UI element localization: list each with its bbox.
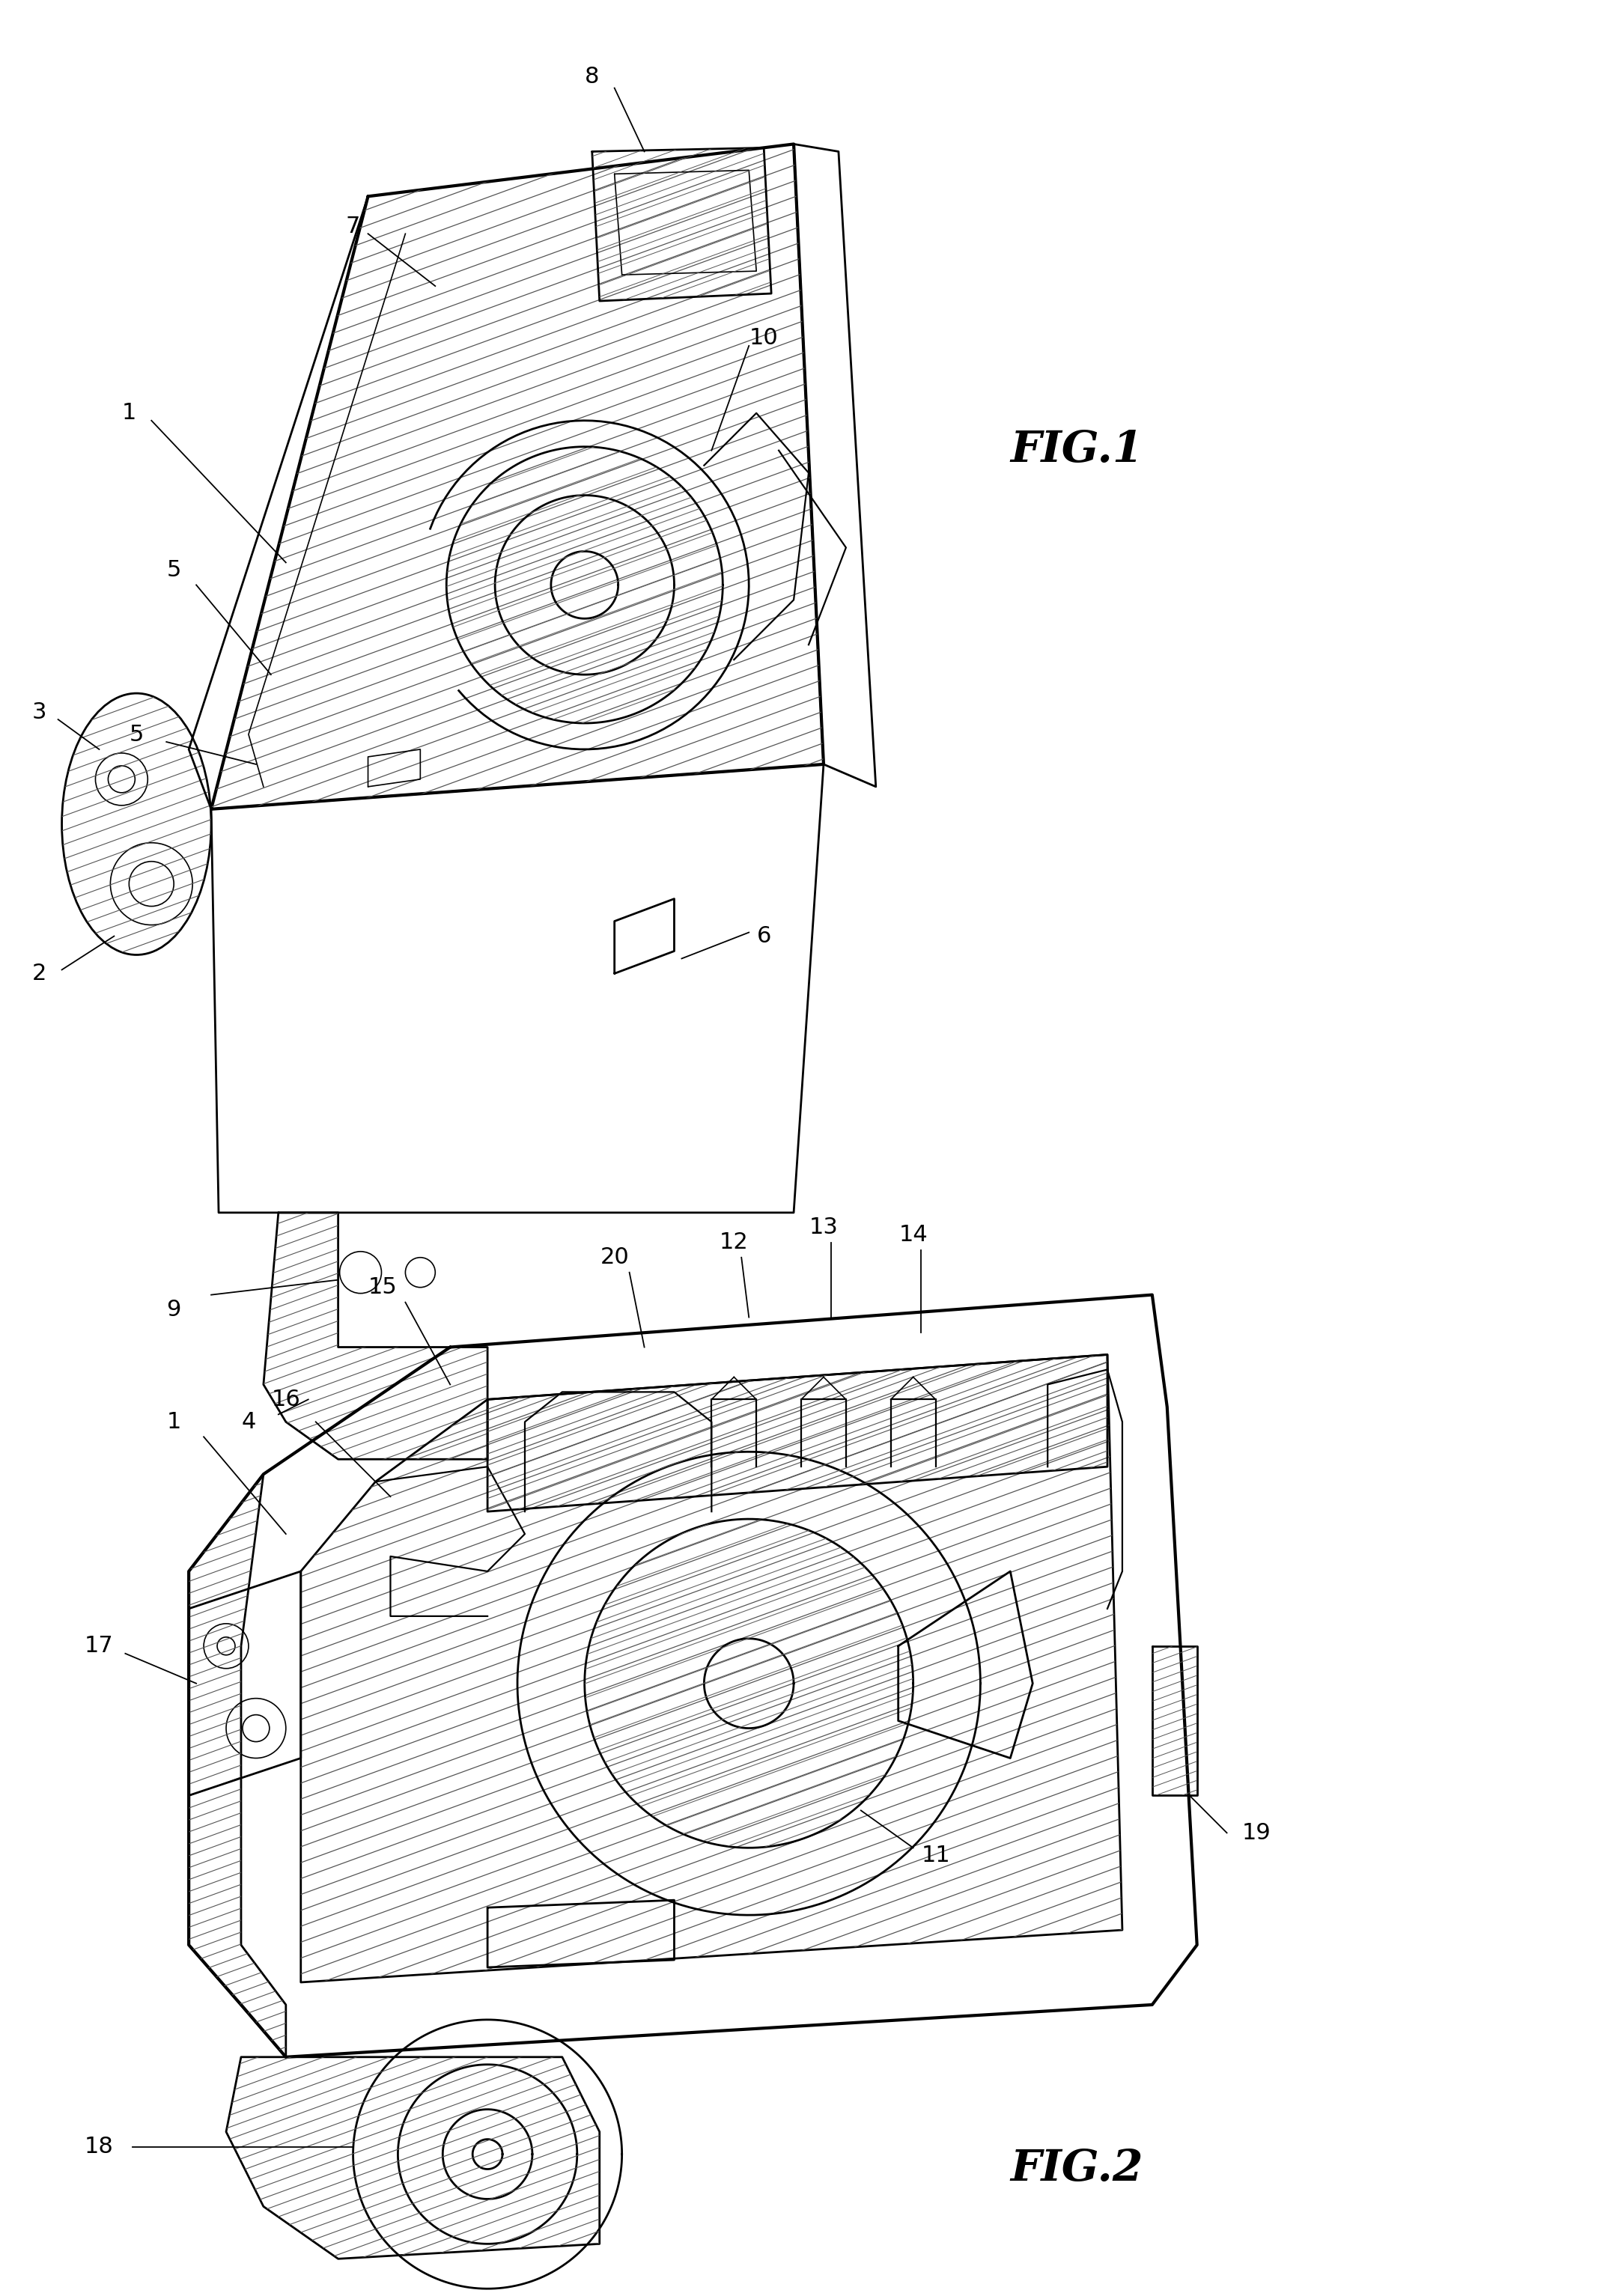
Text: 14: 14 xyxy=(898,1224,927,1247)
Text: 12: 12 xyxy=(719,1231,749,1254)
Text: 10: 10 xyxy=(749,328,778,349)
Text: 17: 17 xyxy=(84,1635,114,1658)
Text: 20: 20 xyxy=(599,1247,628,1267)
Text: FIG.2: FIG.2 xyxy=(1010,2149,1143,2190)
Text: 5: 5 xyxy=(167,560,182,581)
Text: 7: 7 xyxy=(346,216,361,236)
Text: FIG.1: FIG.1 xyxy=(1010,429,1143,471)
Text: 15: 15 xyxy=(369,1277,398,1297)
Text: 1: 1 xyxy=(122,402,136,425)
Text: 1: 1 xyxy=(167,1412,182,1433)
Text: 11: 11 xyxy=(921,1844,950,1867)
Text: 8: 8 xyxy=(585,67,599,87)
Text: 18: 18 xyxy=(84,2135,114,2158)
Text: 6: 6 xyxy=(757,925,771,946)
Text: 3: 3 xyxy=(32,700,47,723)
Text: 5: 5 xyxy=(130,723,145,746)
Text: 13: 13 xyxy=(809,1217,838,1238)
Text: 2: 2 xyxy=(32,962,47,985)
Text: 16: 16 xyxy=(271,1389,300,1410)
Text: 19: 19 xyxy=(1242,1823,1272,1844)
Text: 4: 4 xyxy=(242,1412,257,1433)
Text: 9: 9 xyxy=(167,1300,182,1320)
